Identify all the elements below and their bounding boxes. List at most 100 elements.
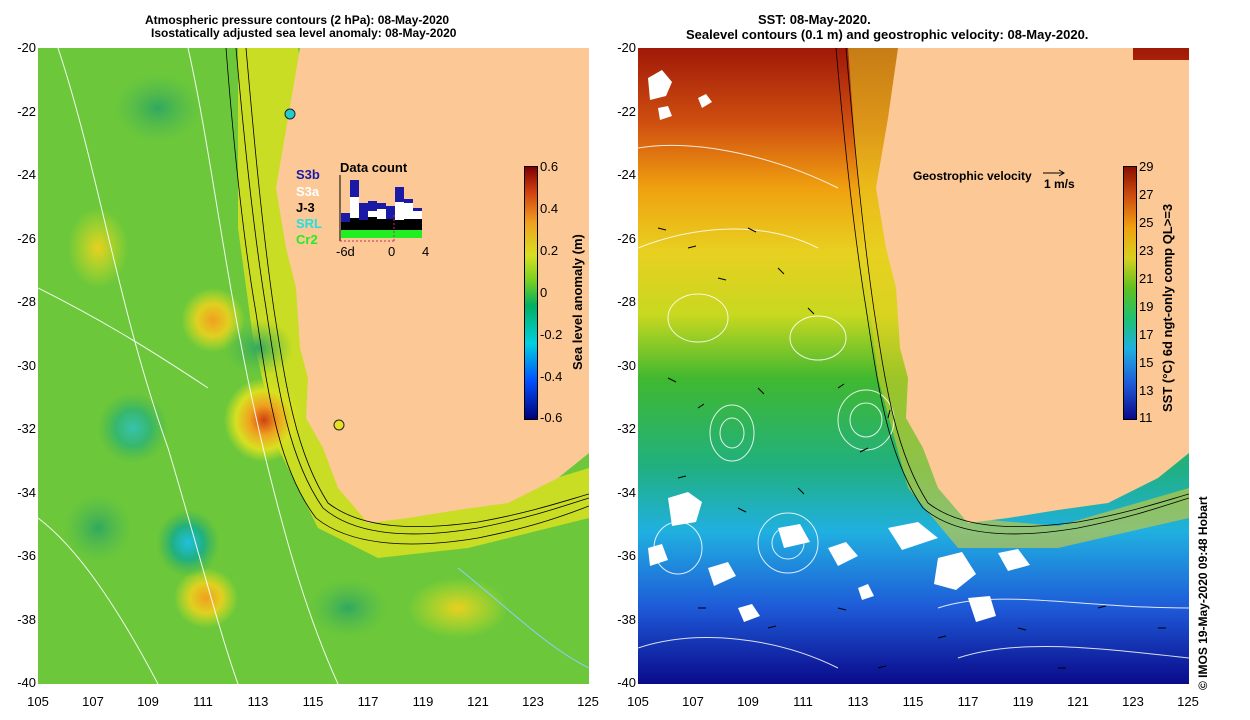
sla-cbtick: -0.4 bbox=[540, 369, 563, 384]
right-xtick: 111 bbox=[793, 694, 813, 709]
right-xtick: 113 bbox=[847, 694, 869, 709]
sst-cbtick: 29 bbox=[1139, 159, 1154, 174]
right-xtick: 125 bbox=[1177, 694, 1199, 709]
left-xtick: 125 bbox=[577, 694, 599, 709]
left-title-line2: Isostatically adjusted sea level anomaly… bbox=[151, 26, 457, 40]
left-xtick: 115 bbox=[302, 694, 324, 709]
velocity-scale-label: 1 m/s bbox=[1044, 177, 1075, 191]
bathymetry-contour bbox=[245, 48, 589, 527]
right-ytick: -24 bbox=[617, 167, 636, 182]
right-title-line1: SST: 08-May-2020. bbox=[758, 12, 871, 27]
left-ytick: -32 bbox=[17, 421, 36, 436]
right-ytick: -32 bbox=[617, 421, 636, 436]
right-xtick: 117 bbox=[957, 694, 979, 709]
right-ytick: -30 bbox=[617, 358, 636, 373]
left-xtick: 111 bbox=[193, 694, 213, 709]
anomaly-high-113 bbox=[224, 378, 304, 462]
anomaly-high-121 bbox=[408, 578, 508, 638]
right-ytick: -34 bbox=[617, 485, 636, 500]
sst-cbtick: 11 bbox=[1139, 410, 1153, 425]
anomaly-high-106 bbox=[68, 208, 128, 288]
sst-cbtick: 13 bbox=[1139, 383, 1154, 398]
sea-level-contours bbox=[638, 144, 1189, 669]
left-xtick: 117 bbox=[357, 694, 379, 709]
sla-colorbar bbox=[524, 166, 538, 420]
sla-cbtick: -0.2 bbox=[540, 327, 563, 342]
histogram-xtick: 0 bbox=[388, 244, 396, 259]
sst-cbtick: 19 bbox=[1139, 299, 1154, 314]
cloud-mask bbox=[648, 70, 1030, 622]
copyright-stamp: © IMOS 19-May-2020 09:48 Hobart bbox=[1196, 496, 1210, 690]
left-map-svg bbox=[38, 48, 589, 684]
sst-cbtick: 17 bbox=[1139, 327, 1154, 342]
tide-gauge-marker bbox=[333, 419, 345, 431]
geostrophic-velocity-arrows bbox=[657, 227, 1166, 669]
right-ytick: -28 bbox=[617, 294, 636, 309]
left-ytick: -22 bbox=[17, 104, 36, 119]
histogram-xtick: 4 bbox=[422, 244, 430, 259]
right-ytick: -26 bbox=[617, 231, 636, 246]
australia-land bbox=[876, 48, 1189, 523]
bathymetry-contour bbox=[225, 48, 589, 545]
sst-cbtick: 27 bbox=[1139, 187, 1154, 202]
pressure-contour bbox=[457, 567, 589, 669]
right-map-svg bbox=[638, 48, 1189, 684]
anomaly-low-117 bbox=[308, 578, 388, 638]
sst-colorbar bbox=[1123, 166, 1137, 420]
left-xtick: 107 bbox=[82, 694, 104, 709]
leeuwin-current bbox=[848, 48, 1189, 548]
right-xtick: 119 bbox=[1012, 694, 1034, 709]
right-ytick: -38 bbox=[617, 612, 636, 627]
right-xtick: 105 bbox=[627, 694, 649, 709]
anomaly-low-106 bbox=[63, 493, 133, 563]
left-xtick: 105 bbox=[27, 694, 49, 709]
left-ytick: -34 bbox=[17, 485, 36, 500]
right-ytick: -40 bbox=[617, 675, 636, 690]
left-xtick: 121 bbox=[467, 694, 489, 709]
sla-cbtick: 0 bbox=[540, 285, 548, 300]
right-ytick: -20 bbox=[617, 40, 636, 55]
sat-label-cr2: Cr2 bbox=[296, 232, 318, 247]
left-xtick: 113 bbox=[247, 694, 269, 709]
right-xtick: 121 bbox=[1067, 694, 1089, 709]
left-ytick: -40 bbox=[17, 675, 36, 690]
left-map bbox=[38, 48, 589, 684]
sla-cbtick: 0.2 bbox=[540, 243, 559, 258]
sst-cbtick: 21 bbox=[1139, 271, 1154, 286]
anomaly-low-112 bbox=[223, 320, 293, 376]
sla-cbtick: 0.6 bbox=[540, 159, 559, 174]
right-xtick: 123 bbox=[1122, 694, 1144, 709]
sat-label-srl: SRL bbox=[296, 216, 322, 231]
right-xtick: 109 bbox=[737, 694, 759, 709]
left-ytick: -30 bbox=[17, 358, 36, 373]
data-count-histogram bbox=[339, 175, 422, 242]
histogram-xtick: -6d bbox=[336, 244, 355, 259]
anomaly-low-109 bbox=[113, 73, 203, 143]
sla-cbtick: 0.4 bbox=[540, 201, 559, 216]
right-xtick: 115 bbox=[902, 694, 924, 709]
left-ytick: -24 bbox=[17, 167, 36, 182]
left-title-line1: Atmospheric pressure contours (2 hPa): 0… bbox=[145, 13, 450, 27]
pressure-contour bbox=[187, 48, 339, 684]
pressure-contour bbox=[38, 287, 209, 389]
sst-colorbar-label: SST (°C) 6d ngt-only comp QL>=3 bbox=[1160, 203, 1175, 412]
sat-label-s3b: S3b bbox=[296, 167, 320, 182]
right-ytick: -22 bbox=[617, 104, 636, 119]
sst-cbtick: 15 bbox=[1139, 355, 1154, 370]
right-title: SST: 08-May-2020. Sealevel contours (0.1… bbox=[686, 12, 1088, 42]
left-title: Atmospheric pressure contours (2 hPa): 0… bbox=[145, 14, 456, 40]
left-xtick: 109 bbox=[137, 694, 159, 709]
anomaly-low-110 bbox=[156, 509, 220, 577]
australia-land bbox=[276, 48, 589, 523]
sat-label-s3a: S3a bbox=[296, 184, 320, 199]
anomaly-low-108 bbox=[97, 392, 169, 464]
pressure-contour bbox=[38, 517, 159, 684]
bathymetry-contour bbox=[845, 48, 1189, 527]
right-map bbox=[638, 48, 1189, 684]
sla-colorbar-label: Sea level anomaly (m) bbox=[570, 234, 585, 370]
sat-label-j3: J-3 bbox=[296, 200, 315, 215]
sst-cbtick: 25 bbox=[1139, 215, 1154, 230]
bathymetry-contour bbox=[235, 48, 589, 535]
left-xtick: 123 bbox=[522, 694, 544, 709]
left-xtick: 119 bbox=[412, 694, 434, 709]
